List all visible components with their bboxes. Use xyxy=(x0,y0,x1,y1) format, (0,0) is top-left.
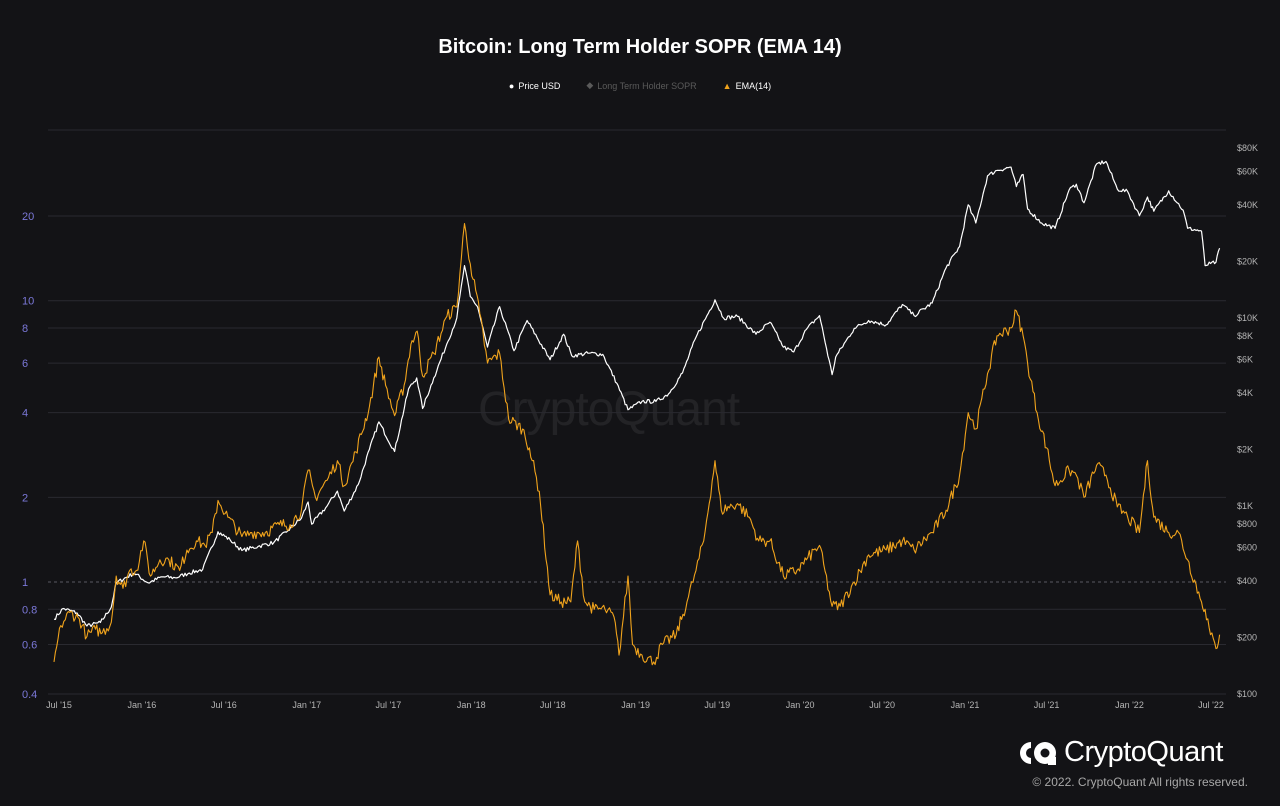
watermark: CryptoQuant xyxy=(478,383,740,436)
left-tick-label: 8 xyxy=(22,323,28,335)
x-tick-label: Jul '18 xyxy=(540,700,566,710)
grid-lines xyxy=(48,129,1226,695)
right-tick-label: $40K xyxy=(1237,200,1258,210)
series-line-price-usd xyxy=(53,160,1221,628)
left-tick-label: 6 xyxy=(22,358,28,370)
x-axis: Jul '15 Jan '16 Jul '16 Jan '17 Jul '17 Jan '… xyxy=(46,700,1224,710)
legend-marker-price: ● xyxy=(508,80,515,91)
right-tick-label: $800 xyxy=(1237,519,1257,529)
x-tick-label: Jul '20 xyxy=(869,700,895,710)
legend-label-price: Price USD xyxy=(518,80,561,91)
x-tick-label: Jan '21 xyxy=(951,700,980,710)
x-tick-label: Jul '19 xyxy=(704,700,730,710)
left-tick-label: 10 xyxy=(22,296,34,308)
right-tick-label: $4K xyxy=(1237,388,1253,398)
left-tick-label: 0.6 xyxy=(22,639,37,651)
series-line-ema14 xyxy=(53,223,1221,666)
right-tick-label: $200 xyxy=(1237,632,1257,642)
x-tick-label: Jan '19 xyxy=(621,700,650,710)
legend-item-price[interactable]: ● Price USD xyxy=(509,80,560,91)
x-tick-label: Jul '16 xyxy=(211,700,237,710)
left-tick-label: 1 xyxy=(22,577,28,589)
cryptoquant-logo-icon xyxy=(1020,741,1056,765)
right-tick-label: $8K xyxy=(1237,331,1253,341)
brand-name: CryptoQuant xyxy=(1064,736,1223,768)
right-tick-label: $80K xyxy=(1237,143,1258,153)
right-tick-label: $100 xyxy=(1237,689,1257,699)
x-tick-label: Jul '17 xyxy=(375,700,401,710)
chart-title: Bitcoin: Long Term Holder SOPR (EMA 14) xyxy=(438,36,842,58)
legend-marker-lth-sopr: ◆ xyxy=(586,80,594,90)
legend-label-lth-sopr: Long Term Holder SOPR xyxy=(597,80,697,91)
right-tick-label: $10K xyxy=(1237,313,1258,323)
x-tick-label: Jan '18 xyxy=(457,700,486,710)
right-tick-label: $1K xyxy=(1237,501,1253,511)
right-tick-label: $2K xyxy=(1237,444,1253,454)
x-tick-label: Jul '22 xyxy=(1198,700,1224,710)
right-axis: $100 $200 $400 $600 $800 $1K $2K $4K $6K $8K $10K $… xyxy=(1237,143,1258,699)
right-tick-label: $20K xyxy=(1237,256,1258,266)
x-tick-label: Jul '15 xyxy=(46,700,72,710)
brand-logo: CryptoQuant xyxy=(1018,736,1223,769)
x-tick-label: Jan '22 xyxy=(1115,700,1144,710)
x-tick-label: Jan '16 xyxy=(128,700,157,710)
copyright-text: © 2022. CryptoQuant All rights reserved. xyxy=(1032,775,1248,789)
left-tick-label: 20 xyxy=(22,211,34,223)
right-tick-label: $600 xyxy=(1237,543,1257,553)
x-tick-label: Jan '17 xyxy=(292,700,321,710)
left-tick-label: 2 xyxy=(22,492,28,504)
right-tick-label: $400 xyxy=(1237,576,1257,586)
legend-label-ema: EMA(14) xyxy=(735,80,772,91)
left-tick-label: 0.4 xyxy=(22,689,37,701)
legend-item-ema[interactable]: ▲ EMA(14) xyxy=(723,80,771,91)
left-tick-label: 0.8 xyxy=(22,604,37,616)
x-tick-label: Jul '21 xyxy=(1034,700,1060,710)
left-axis: 0.4 0.6 0.8 1 2 4 6 8 10 20 xyxy=(22,211,37,701)
right-tick-label: $6K xyxy=(1237,355,1253,365)
legend: ● Price USD ◆ Long Term Holder SOPR ▲ EM… xyxy=(0,80,1280,91)
legend-marker-ema: ▲ xyxy=(722,80,732,91)
x-tick-label: Jan '20 xyxy=(786,700,815,710)
left-tick-label: 4 xyxy=(22,408,28,420)
series-group xyxy=(53,160,1221,666)
right-tick-label: $60K xyxy=(1237,167,1258,177)
legend-item-lth-sopr[interactable]: ◆ Long Term Holder SOPR xyxy=(586,80,696,91)
